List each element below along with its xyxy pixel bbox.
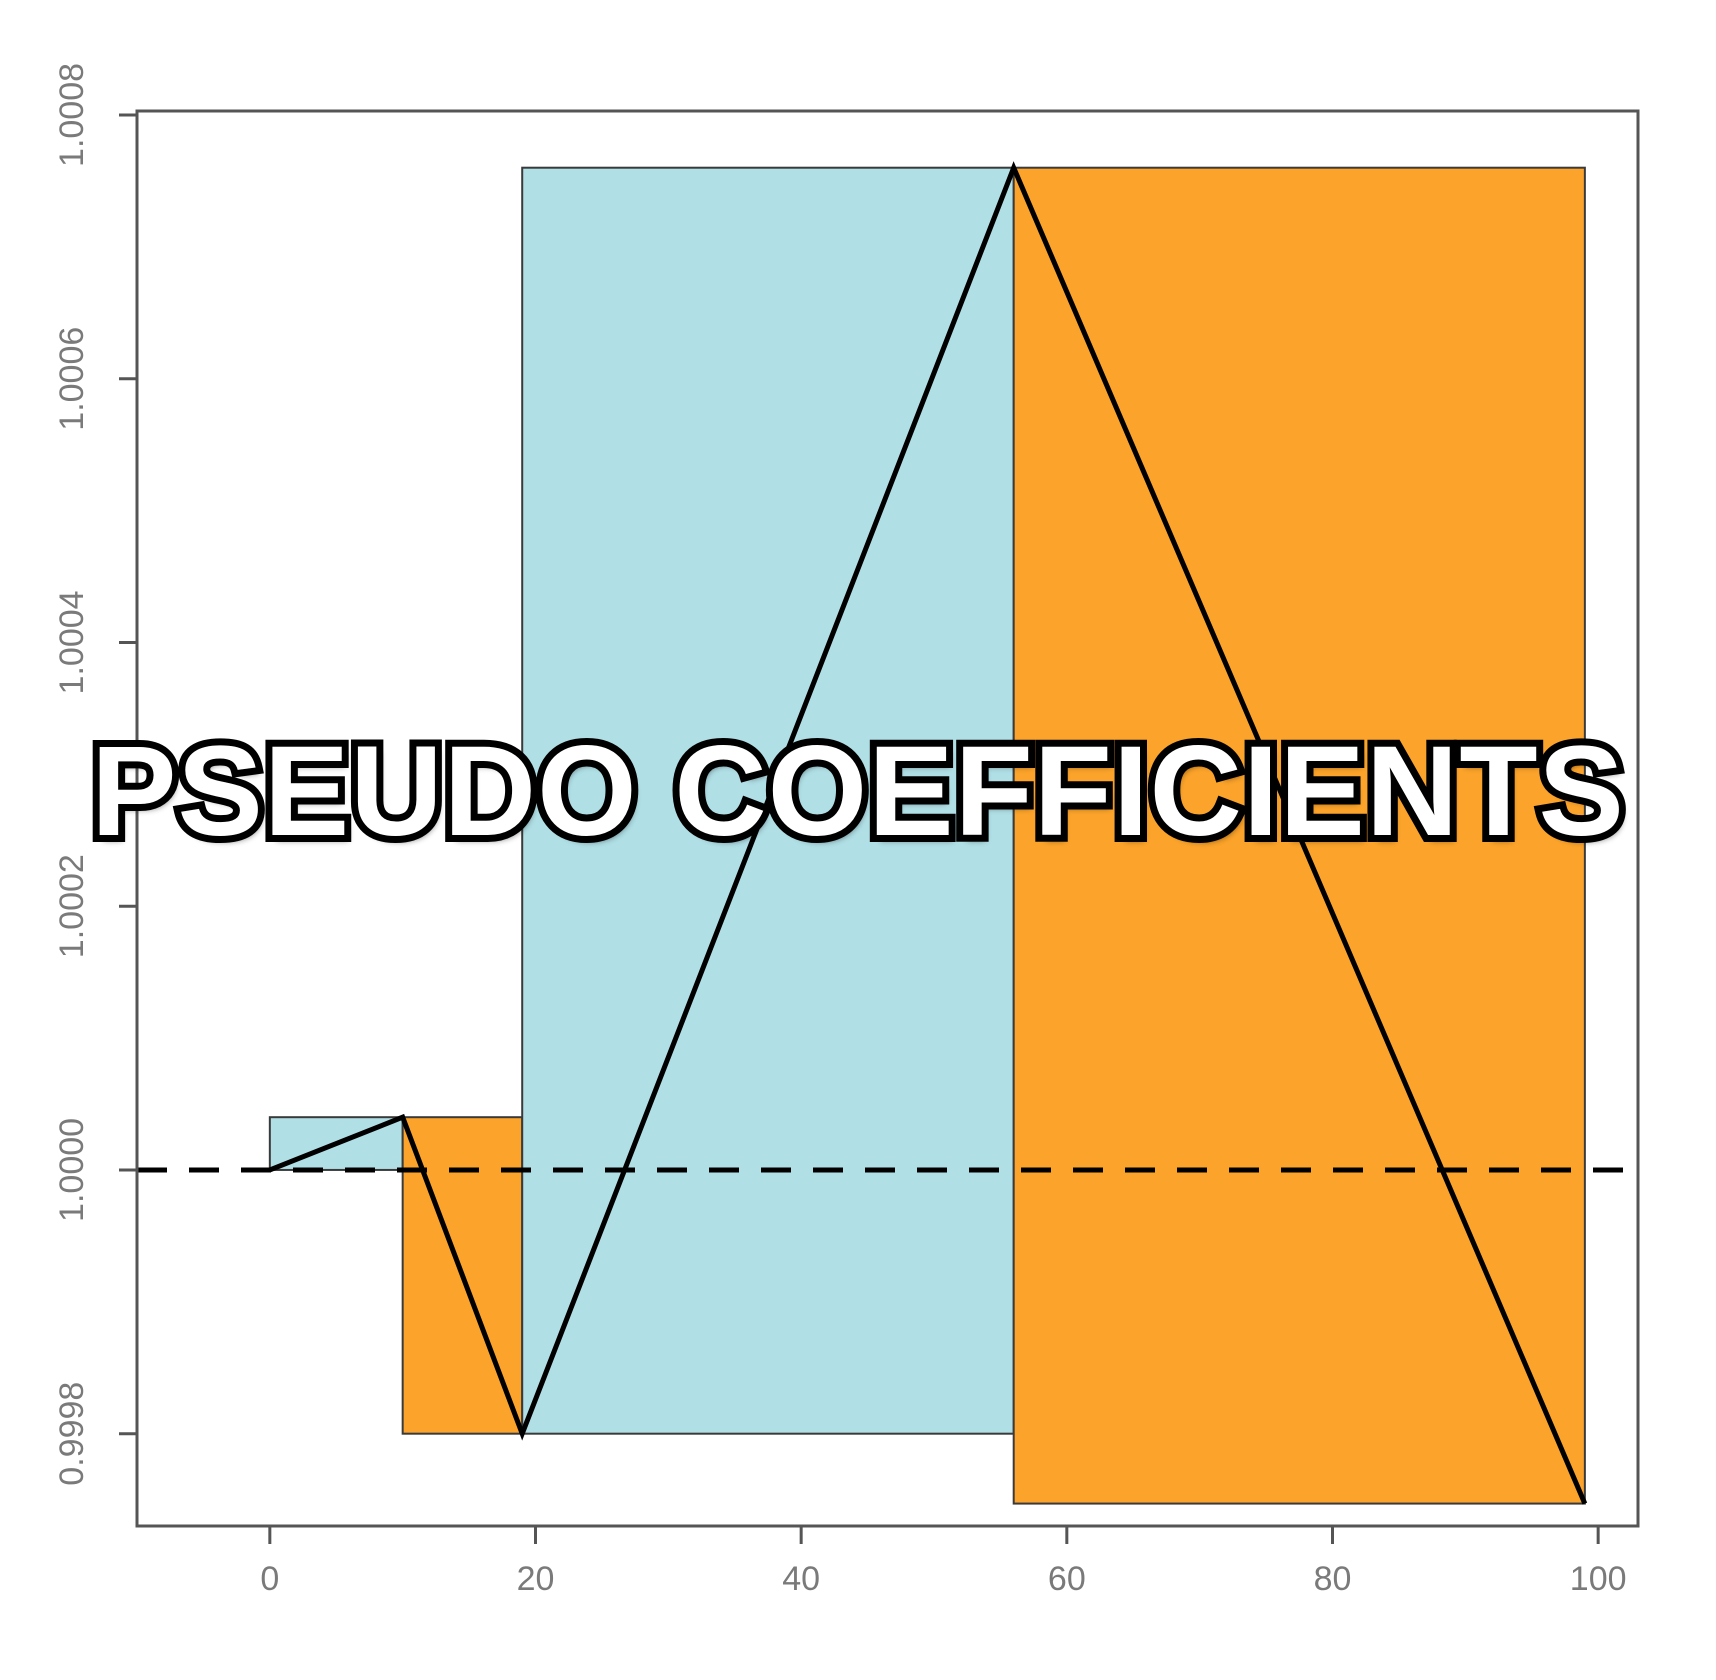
y-tick-label: 1.0008 [53, 63, 91, 167]
overlay-title: PSEUDO COEFFICIENTS [84, 720, 1631, 863]
y-tick-label: 1.0002 [53, 854, 91, 958]
x-tick-label: 40 [782, 1560, 820, 1598]
series-line [268, 161, 1588, 1505]
x-tick-label: 60 [1048, 1560, 1086, 1598]
x-tick-label: 20 [517, 1560, 555, 1598]
x-tick-label: 0 [260, 1560, 279, 1598]
ticks-layer: 0 20 40 60 80 100 0.9998 1.0000 1.0002 1.0004 1.00… [53, 63, 1627, 1598]
axes-layer [135, 109, 1640, 1528]
x-tick-label: 80 [1314, 1560, 1352, 1598]
x-tick-label: 100 [1570, 1560, 1627, 1598]
line-layer [268, 161, 1588, 1505]
y-tick-label: 1.0000 [53, 1118, 91, 1222]
y-tick-label: 0.9998 [53, 1382, 91, 1486]
y-tick-label: 1.0006 [53, 327, 91, 431]
plot-frame [135, 109, 1640, 1528]
y-tick-label: 1.0004 [53, 590, 91, 694]
